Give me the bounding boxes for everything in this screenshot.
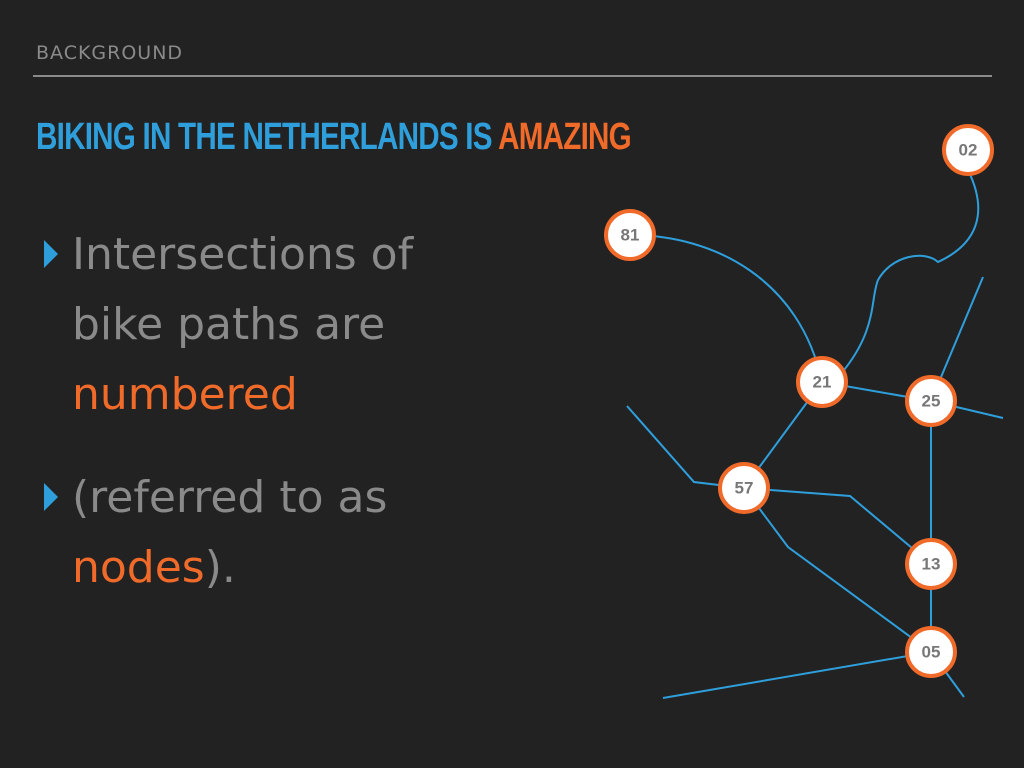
bullet-text-line: Intersections of: [72, 229, 414, 280]
node-label: 81: [621, 226, 640, 245]
node-02: 02: [942, 124, 994, 176]
bullet-highlight: numbered: [72, 369, 298, 420]
path-81-21: [629, 234, 823, 383]
bullet-text-line: nodes).: [72, 533, 387, 603]
bullet-nodes: (referred to as nodes).: [44, 463, 387, 603]
bullet-highlight: nodes: [72, 542, 205, 593]
node-label: 13: [922, 555, 941, 574]
node-57: 57: [718, 462, 770, 514]
path-02-21: [839, 169, 980, 376]
node-13: 13: [905, 538, 957, 590]
node-label: 25: [922, 392, 941, 411]
node-81: 81: [604, 209, 656, 261]
path-57-13: [743, 487, 932, 565]
bullet-text-line: (referred to as: [72, 472, 388, 523]
node-21: 21: [796, 356, 848, 408]
section-label: BACKGROUND: [36, 42, 184, 64]
bullet-triangle-icon: [44, 240, 58, 268]
node-label: 21: [813, 373, 832, 392]
slide-title: BIKING IN THE NETHERLANDS IS AMAZING: [36, 116, 632, 159]
path-05-southwest: [662, 651, 932, 699]
title-highlight: AMAZING: [498, 116, 632, 158]
bike-paths: [626, 169, 1004, 699]
node-label: 57: [735, 479, 754, 498]
node-05: 05: [905, 626, 957, 678]
title-main: BIKING IN THE NETHERLANDS IS: [36, 116, 499, 158]
path-57-05: [743, 487, 932, 653]
bullet-text-rest: ).: [204, 542, 236, 593]
bullet-triangle-icon: [44, 483, 58, 511]
bullet-intersections: Intersections of bike paths are numbered: [44, 220, 413, 430]
node-label: 05: [922, 643, 941, 662]
header-divider: [33, 75, 992, 77]
node-25: 25: [905, 375, 957, 427]
bullet-text-line: bike paths are: [72, 299, 386, 350]
node-label: 02: [959, 141, 978, 160]
